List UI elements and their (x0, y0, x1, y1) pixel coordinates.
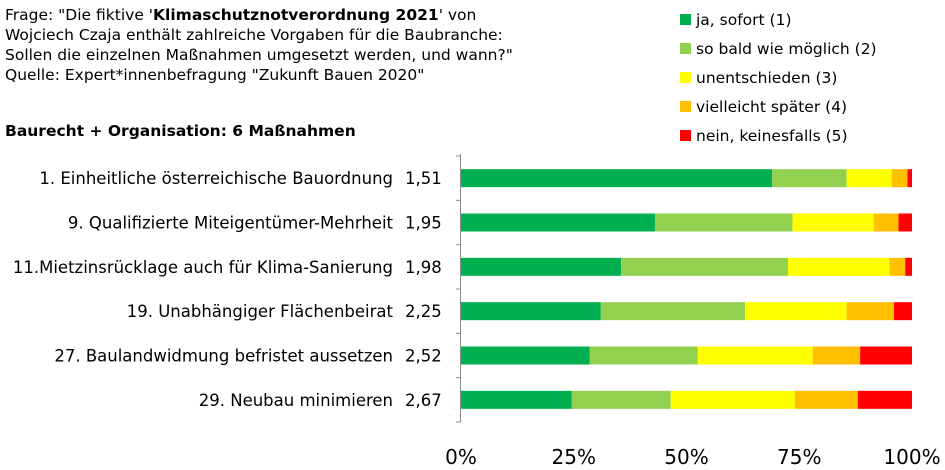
category-value-2: 1,95 (405, 214, 442, 233)
category-label-4: 19. Unabhängiger Flächenbeirat (127, 302, 394, 321)
x-tick-label-5: 100% (883, 445, 940, 469)
category-value-1: 1,51 (405, 169, 442, 188)
bar-segment-6-5 (857, 390, 912, 409)
category-value-4: 2,25 (405, 302, 442, 321)
bar-segment-6-4 (794, 390, 858, 409)
category-label-1: 1. Einheitliche österreichische Bauordnu… (39, 169, 393, 188)
chart-header: Frage: "Die fiktive 'Klimaschutznotveror… (5, 5, 645, 85)
category-value-6: 2,67 (405, 391, 442, 410)
question-line-2: Wojciech Czaja enthält zahlreiche Vorgab… (5, 26, 503, 44)
question-prefix: Frage: "Die fiktive ' (5, 6, 154, 24)
bar-segment-6-1 (461, 390, 572, 409)
legend-swatch-1 (680, 14, 691, 25)
legend-swatch-5 (680, 130, 691, 141)
x-tick-label-4: 75% (777, 445, 821, 469)
bar-segment-3-2 (621, 257, 788, 276)
bar-segment-5-3 (697, 346, 813, 365)
legend-label-2: so bald wie möglich (2) (696, 39, 877, 58)
x-tick-label-1: 0% (445, 445, 477, 469)
legend-swatch-2 (680, 43, 691, 54)
bar-segment-5-2 (589, 346, 698, 365)
legend-label-4: vielleicht später (4) (696, 97, 848, 116)
category-label-6: 29. Neubau minimieren (199, 391, 393, 410)
bar-segment-6-2 (571, 390, 671, 409)
legend-label-3: unentschieden (3) (696, 68, 838, 87)
x-tick-label-3: 50% (664, 445, 708, 469)
bar-segment-2-1 (461, 213, 655, 232)
bar-segment-2-3 (792, 213, 874, 232)
bar-segment-3-3 (787, 257, 890, 276)
bar-segment-4-2 (600, 302, 746, 321)
category-label-3: 11.Mietzinsrücklage auch für Klima-Sanie… (13, 258, 393, 277)
legend-item-1: ja, sofort (1) (680, 5, 877, 34)
bar-segment-5-4 (812, 346, 861, 365)
bar-segment-4-5 (893, 302, 912, 321)
bar-segment-2-4 (873, 213, 899, 232)
bar-segment-3-4 (889, 257, 906, 276)
legend-item-2: so bald wie möglich (2) (680, 34, 877, 63)
bar-segment-1-3 (846, 169, 892, 188)
bar-segment-1-4 (891, 169, 908, 188)
question-line-3: Sollen die einzelnen Maßnahmen umgesetzt… (5, 46, 513, 64)
bar-segment-3-1 (461, 257, 622, 276)
bar-segment-4-1 (461, 302, 601, 321)
question-bold-title: Klimaschutznotverordnung 2021 (153, 6, 439, 24)
bar-segment-5-1 (461, 346, 590, 365)
category-label-2: 9. Qualifizierte Miteigentümer-Mehrheit (68, 214, 394, 233)
bar-segment-5-5 (860, 346, 912, 365)
chart-subtitle: Baurecht + Organisation: 6 Maßnahmen (5, 122, 356, 140)
bar-segment-4-4 (846, 302, 894, 321)
bar-segment-2-2 (654, 213, 793, 232)
category-value-3: 1,98 (405, 258, 442, 277)
legend-label-1: ja, sofort (1) (696, 10, 792, 29)
bar-segment-2-5 (898, 213, 912, 232)
x-tick-label-2: 25% (552, 445, 596, 469)
legend-item-5: nein, keinesfalls (5) (680, 121, 877, 150)
bar-segment-1-5 (907, 169, 912, 188)
bar-segment-6-3 (670, 390, 795, 409)
bar-segment-4-3 (745, 302, 847, 321)
question-suffix: ' von (438, 6, 477, 24)
question-line-1: Frage: "Die fiktive 'Klimaschutznotveror… (5, 5, 645, 25)
bar-segment-1-2 (772, 169, 847, 188)
legend-item-3: unentschieden (3) (680, 63, 877, 92)
category-value-5: 2,52 (405, 347, 442, 366)
source-line: Quelle: Expert*innenbefragung "Zukunft B… (5, 66, 425, 84)
legend-item-4: vielleicht später (4) (680, 92, 877, 121)
legend-swatch-4 (680, 101, 691, 112)
category-label-5: 27. Baulandwidmung befristet aussetzen (54, 347, 393, 366)
legend: ja, sofort (1) so bald wie möglich (2) u… (680, 5, 877, 150)
legend-label-5: nein, keinesfalls (5) (696, 126, 848, 145)
bar-segment-1-1 (461, 169, 773, 188)
bar-segment-3-5 (905, 257, 912, 276)
legend-swatch-3 (680, 72, 691, 83)
